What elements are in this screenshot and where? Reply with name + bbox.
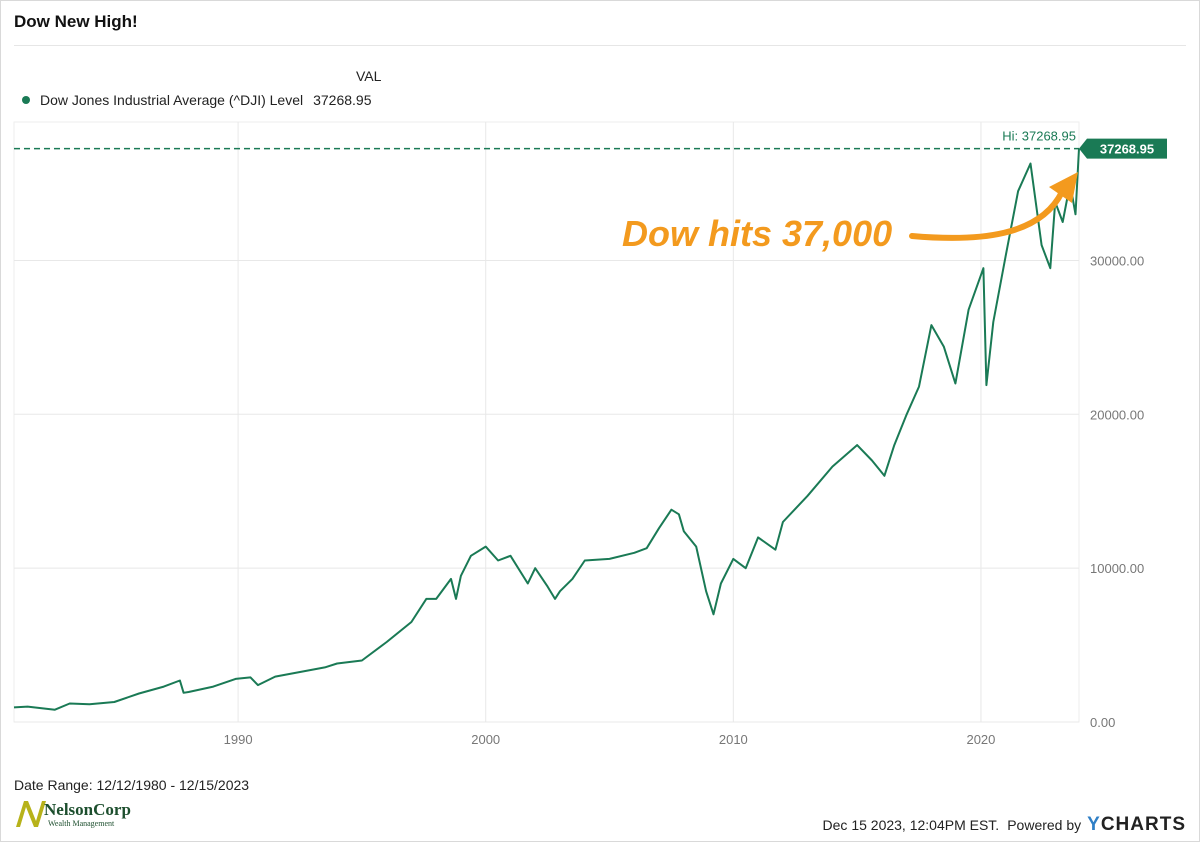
ycharts-logo-y: Y <box>1087 814 1101 835</box>
timestamp: Dec 15 2023, 12:04PM EST. <box>822 817 1000 833</box>
title-divider <box>14 45 1186 46</box>
annotation-text: Dow hits 37,000 <box>622 213 892 254</box>
annotation-layer: Hi: 37268.95 37268.95 Dow hits 37,000 <box>14 129 1167 254</box>
last-value-tag <box>1079 138 1167 159</box>
y-tick-label: 30000.00 <box>1090 253 1144 268</box>
legend-series-value: 37268.95 <box>313 92 372 108</box>
ycharts-logo-text: CHARTS <box>1100 814 1186 835</box>
plot-area <box>13 121 1080 723</box>
x-tick-label: 2020 <box>966 732 995 747</box>
y-tick-label: 20000.00 <box>1090 407 1144 422</box>
axis-layer: 0.00 10000.00 20000.00 30000.00 1990 2000 2010… <box>224 253 1145 747</box>
nelsoncorp-logo-mark-icon <box>16 801 46 827</box>
annotation-arrowhead-icon <box>1049 172 1078 203</box>
x-tick-label: 1990 <box>224 732 253 747</box>
powered-by-label: Powered by <box>1007 817 1082 833</box>
dji-series-line <box>13 148 1080 711</box>
legend-series-label: Dow Jones Industrial Average (^DJI) Leve… <box>40 92 304 108</box>
logo-tagline: Wealth Management <box>48 819 115 828</box>
ycharts-logo[interactable]: YCHARTS <box>1087 814 1186 836</box>
y-tick-label: 10000.00 <box>1090 561 1144 576</box>
legend-entry[interactable]: Dow Jones Industrial Average (^DJI) Leve… <box>22 92 372 108</box>
high-label: Hi: 37268.95 <box>1002 129 1076 144</box>
chart-title: Dow New High! <box>14 12 138 31</box>
legend-column-header: VAL <box>356 68 382 84</box>
x-tick-label: 2000 <box>471 732 500 747</box>
last-value-label: 37268.95 <box>1100 142 1154 157</box>
x-tick-label: 2010 <box>719 732 748 747</box>
date-range: Date Range: 12/12/1980 - 12/15/2023 <box>14 777 250 793</box>
grid-layer <box>13 121 1080 723</box>
logo-name: NelsonCorp <box>44 800 131 819</box>
legend-marker-icon <box>22 96 30 104</box>
footer-attribution: Dec 15 2023, 12:04PM EST. Powered by YCH… <box>823 814 1186 836</box>
y-tick-label: 0.00 <box>1090 715 1115 730</box>
annotation-arrow <box>909 189 1065 241</box>
series-layer <box>13 148 1080 711</box>
nelsoncorp-logo: NelsonCorp Wealth Management <box>14 797 154 831</box>
